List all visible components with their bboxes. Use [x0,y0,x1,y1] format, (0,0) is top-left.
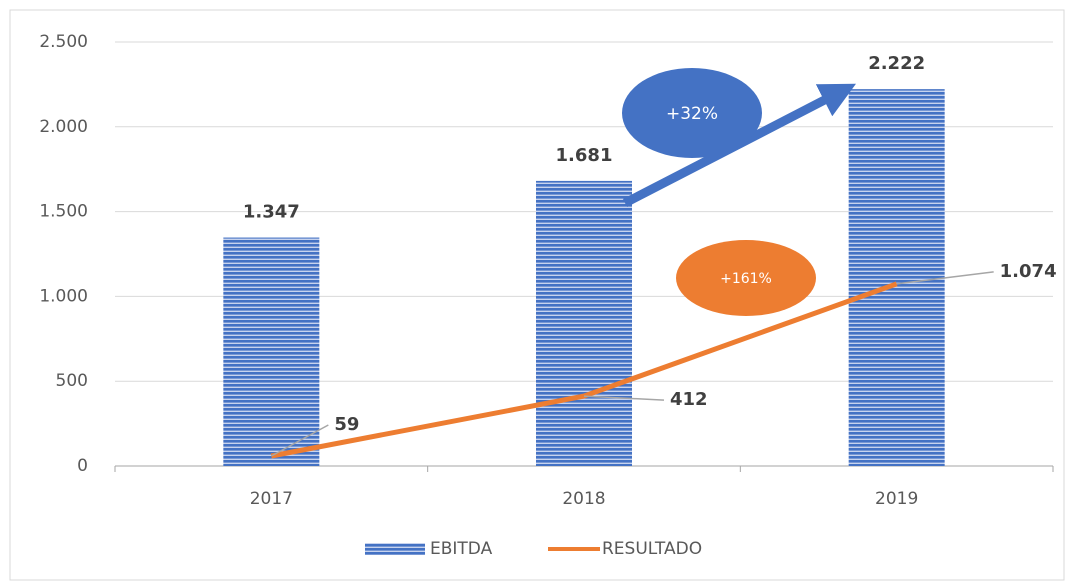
y-tick-label: 0 [77,456,88,476]
legend-swatch [365,543,425,555]
chart-border [9,9,1065,581]
annotation-bubble [622,68,762,158]
line-value-label: 1.074 [1000,261,1057,282]
y-tick-label: 2.000 [39,117,88,137]
annotation-text: +32% [666,104,718,124]
bar [848,89,945,466]
x-tick-label: 2019 [875,489,918,509]
y-tick-label: 500 [56,371,88,391]
leader-line [270,424,329,457]
bar-value-label: 2.222 [868,53,925,74]
x-tick-label: 2017 [250,489,293,509]
leader-line [896,271,994,285]
legend-label: EBITDA [430,539,493,559]
legend-label: RESULTADO [602,539,702,559]
bar-value-label: 1.681 [556,145,613,166]
line-value-label: 412 [670,389,708,410]
y-tick-label: 1.000 [39,286,88,306]
bar [223,237,320,466]
leader-line [583,395,665,401]
bar-value-label: 1.347 [243,202,300,223]
bar [536,180,632,466]
x-tick-label: 2018 [562,489,605,509]
annotation-bubble [676,240,816,316]
y-tick-label: 1.500 [39,202,88,222]
annotation-text: +161% [720,271,772,287]
line-value-label: 59 [334,414,359,435]
y-tick-label: 2.500 [39,32,88,52]
